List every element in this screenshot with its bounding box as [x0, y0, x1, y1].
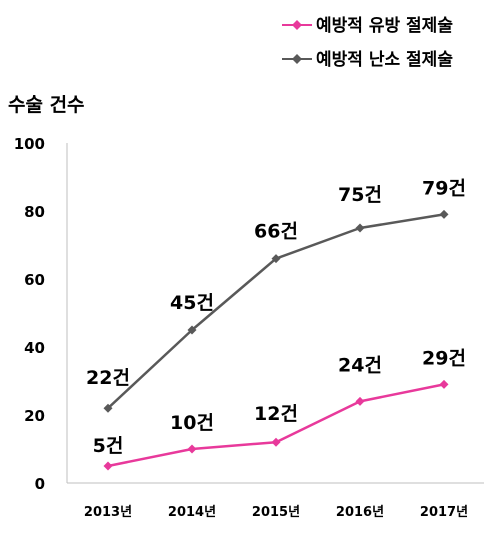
series-breast: 5건 10건 12건 24건 29건: [93, 347, 466, 471]
data-point-marker: [439, 379, 449, 389]
data-point-marker: [439, 209, 449, 219]
data-label: 5건: [93, 435, 124, 457]
series-layer: 5건 10건 12건 24건 29건 22건 45건 66건 75건 79건: [86, 177, 466, 471]
y-tick-label: 20: [24, 407, 45, 425]
legend-marker-ovary: [292, 54, 302, 64]
data-label: 24건: [338, 354, 382, 376]
series-ovary: 22건 45건 66건 75건 79건: [86, 177, 466, 413]
data-point-marker: [103, 403, 113, 413]
data-point-marker: [271, 254, 281, 264]
y-tick-label: 40: [24, 339, 45, 357]
legend-item-breast: 예방적 유방 절제술: [282, 15, 453, 36]
data-label: 75건: [338, 184, 382, 206]
data-label: 79건: [422, 177, 466, 199]
series-line: [107, 213, 445, 410]
y-tick-labels: 0 20 40 60 80 100: [14, 135, 45, 493]
y-tick-label: 0: [35, 475, 45, 493]
data-label: 12건: [254, 403, 298, 425]
y-tick-label: 80: [24, 203, 45, 221]
data-point-marker: [355, 396, 365, 406]
data-label: 10건: [170, 412, 214, 434]
y-axis-title: 수술 건수: [8, 94, 85, 116]
x-tick-labels: 2013년 2014년 2015년 2016년 2017년: [84, 505, 468, 520]
x-tick-label: 2017년: [420, 505, 468, 520]
data-label: 66건: [254, 221, 298, 243]
data-point-marker: [271, 437, 281, 447]
data-label: 22건: [86, 367, 130, 389]
data-label: 29건: [422, 347, 466, 369]
legend-item-ovary: 예방적 난소 절제술: [282, 49, 453, 70]
x-tick-label: 2014년: [168, 505, 216, 520]
legend: 예방적 유방 절제술 예방적 난소 절제술: [282, 15, 453, 70]
legend-marker-breast: [292, 20, 302, 30]
legend-label-breast: 예방적 유방 절제술: [316, 15, 453, 36]
y-tick-label: 100: [14, 135, 45, 153]
data-label: 45건: [170, 292, 214, 314]
legend-label-ovary: 예방적 난소 절제술: [316, 49, 453, 70]
y-tick-label: 60: [24, 271, 45, 289]
data-point-marker: [103, 461, 113, 471]
data-point-marker: [187, 325, 197, 335]
x-tick-label: 2016년: [336, 505, 384, 520]
data-point-marker: [187, 444, 197, 454]
x-tick-label: 2015년: [252, 505, 300, 520]
x-tick-label: 2013년: [84, 505, 132, 520]
data-point-marker: [355, 223, 365, 233]
